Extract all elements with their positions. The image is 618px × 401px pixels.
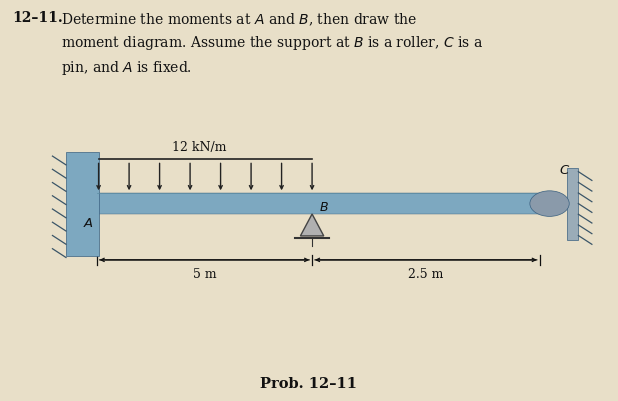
Text: $B$: $B$	[320, 200, 329, 214]
Text: Prob. 12–11: Prob. 12–11	[261, 376, 357, 390]
Bar	[66, 153, 99, 256]
Text: $C$: $C$	[559, 163, 570, 176]
Text: 12 kN/m: 12 kN/m	[172, 140, 226, 154]
Text: Determine the moments at $A$ and $B$, then draw the
moment diagram. Assume the s: Determine the moments at $A$ and $B$, th…	[61, 11, 483, 77]
Text: $A$: $A$	[83, 217, 94, 229]
Bar	[97, 194, 540, 215]
Circle shape	[530, 191, 569, 217]
Text: 2.5 m: 2.5 m	[408, 267, 444, 280]
Polygon shape	[300, 215, 324, 236]
Text: 5 m: 5 m	[193, 267, 216, 280]
Bar	[567, 168, 578, 240]
Text: 12–11.: 12–11.	[12, 11, 63, 25]
